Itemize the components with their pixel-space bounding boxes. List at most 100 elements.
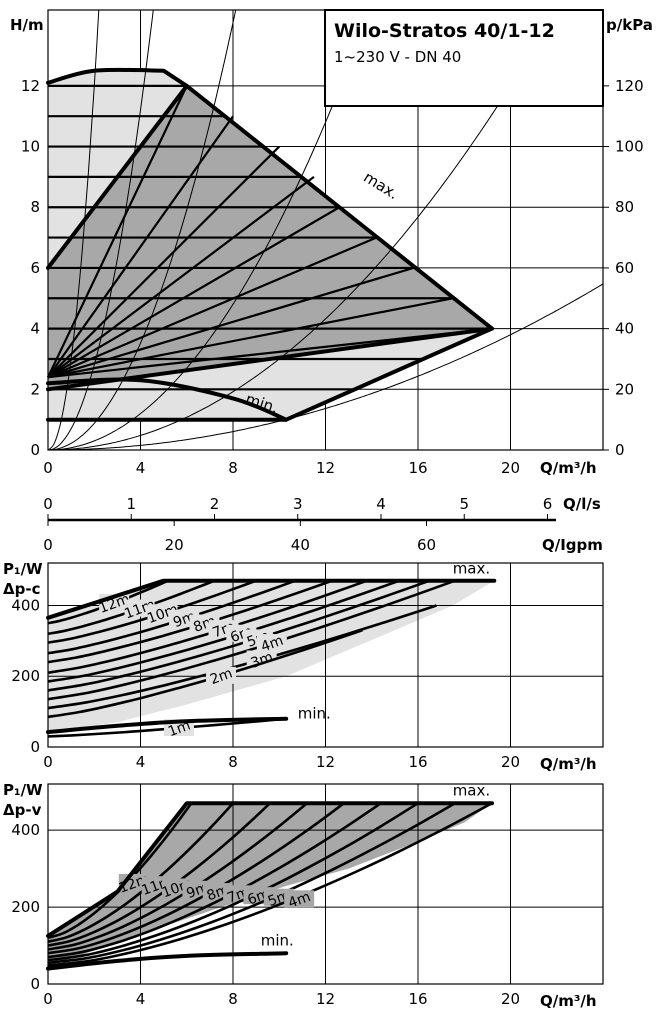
y-tick-label: 8 (30, 198, 40, 216)
x-tick-label: 0 (43, 459, 53, 477)
head-label-bg (284, 890, 315, 908)
x-tick-label: 12 (316, 753, 335, 771)
y-axis-label: H/m (10, 16, 44, 34)
x-axis-label: Q/m³/h (540, 755, 597, 773)
head-curve-label: 4m (259, 633, 286, 656)
max-power-curve (46, 578, 497, 620)
plot-frame (47, 562, 604, 748)
max-label: max. (360, 168, 401, 203)
min-curve (46, 377, 289, 422)
igpm-tick-label: 20 (165, 536, 184, 554)
y2-tick-label: 100 (615, 138, 644, 156)
head-power-curve (47, 579, 400, 683)
head-label-bg (246, 650, 277, 668)
system-curve (48, 10, 558, 450)
x-tick-label: 12 (316, 459, 335, 477)
x-tick-label: 16 (408, 459, 427, 477)
y-tick-label: 4 (30, 320, 40, 338)
head-power-curve (47, 802, 456, 965)
head-power-curve (47, 628, 363, 719)
variable-head-line (47, 206, 340, 379)
system-curve (48, 10, 371, 450)
variable-head-line (47, 266, 414, 379)
head-power-curve (47, 579, 431, 692)
ls-tick-label: 3 (293, 495, 303, 513)
ls-tick-label: 0 (43, 495, 53, 513)
variable-head-line (47, 145, 281, 378)
y-tick-label: 12 (21, 77, 40, 95)
y-tick-label: 200 (11, 667, 40, 685)
y-tick-label: 6 (30, 259, 40, 277)
dark-upper-edge (46, 83, 189, 270)
y2-axis-label: p/kPa (606, 16, 653, 34)
y2-tick-label: 0 (615, 441, 625, 459)
y2-tick-label: 60 (615, 259, 634, 277)
ls-tick-label: 6 (543, 495, 553, 513)
head-power-curve (47, 579, 456, 701)
x-tick-label: 16 (408, 753, 427, 771)
y-tick-label: 10 (21, 138, 40, 156)
y2-tick-label: 20 (615, 380, 634, 398)
head-power-curve (47, 802, 493, 967)
head-power-curve (47, 802, 345, 955)
system-curve (48, 10, 100, 450)
x-axis-label: Q/m³/h (540, 459, 597, 477)
ls-tick-label: 2 (210, 495, 220, 513)
y-tick-label: 0 (30, 441, 40, 459)
title-box-frame (324, 9, 604, 107)
head-power-curve (47, 802, 271, 947)
x-axis-label: Q/m³/h (540, 992, 597, 1010)
ls-axis-label: Q/l/s (563, 495, 601, 513)
system-curve (48, 283, 603, 450)
system-curve (48, 10, 237, 450)
variable-head-line (47, 297, 453, 379)
y-axis-sublabel: Δp-c (3, 580, 40, 598)
y-tick-label: 400 (11, 821, 40, 839)
max-label: max. (453, 560, 490, 578)
x-tick-label: 20 (501, 459, 520, 477)
y-tick-label: 2 (30, 380, 40, 398)
head-power-curve (47, 802, 419, 962)
head-curve-label: 4m (286, 889, 313, 912)
chart-title: Wilo-Stratos 40/1-12 (334, 20, 555, 42)
max-curve (46, 67, 494, 422)
variable-head-line (47, 115, 234, 378)
x-tick-label: 16 (408, 990, 427, 1008)
x-tick-label: 20 (501, 753, 520, 771)
system-curves (48, 10, 603, 450)
min-power-curve (46, 951, 289, 971)
variable-head-line (47, 176, 315, 379)
y-axis-label: P₁/W (3, 560, 43, 578)
variable-head-line (47, 236, 377, 379)
head-power-curve (47, 802, 382, 959)
min-label: min. (298, 705, 331, 723)
head-power-curve (47, 579, 368, 674)
plot-frame (47, 783, 604, 985)
x-tick-label: 20 (501, 990, 520, 1008)
flow-scales: 0 1 2 3 4 5 60 20 40 60Q/l/sQ/Igpm (43, 495, 603, 554)
min-label: min. (261, 932, 294, 950)
power-chart-dp-c: 048121620020040012m11m10m9m8m7m6m5m4m3m2… (3, 560, 604, 773)
min-power-curve (46, 716, 289, 735)
x-tick-label: 4 (136, 459, 146, 477)
variable-head-line (47, 85, 188, 378)
head-label-bg (256, 634, 287, 652)
x-tick-label: 8 (228, 459, 238, 477)
igpm-tick-label: 40 (291, 536, 310, 554)
x-tick-label: 0 (43, 753, 53, 771)
x-tick-label: 4 (136, 990, 146, 1008)
y-axis-label: P₁/W (3, 781, 43, 799)
x-tick-label: 8 (228, 990, 238, 1008)
y2-tick-label: 40 (615, 320, 634, 338)
head-power-curve (47, 604, 437, 710)
igpm-tick-label: 60 (417, 536, 436, 554)
x-tick-label: 8 (228, 753, 238, 771)
head-power-curve (47, 802, 308, 951)
head-label-bg (205, 666, 236, 684)
system-curve (48, 10, 154, 450)
ls-tick-label: 4 (376, 495, 386, 513)
y-tick-label: 0 (30, 738, 40, 756)
y2-tick-label: 120 (615, 77, 644, 95)
head-chart: 0 4 8 12 16 20024681012020406080100120max.min… (10, 9, 653, 477)
